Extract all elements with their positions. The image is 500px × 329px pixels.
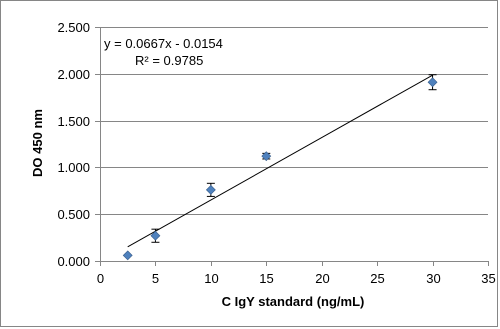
trendline-r-squared: R² = 0.9785 <box>135 53 203 68</box>
x-tick-label-2: 10 <box>204 271 218 286</box>
x-tick-label-0: 0 <box>97 271 104 286</box>
trendline <box>127 74 433 248</box>
y-tick-label-3: 1.500 <box>57 114 90 129</box>
x-tick-label-5: 25 <box>370 271 384 286</box>
data-point-2 <box>205 184 216 195</box>
x-tick-label-1: 5 <box>152 271 159 286</box>
data-point-1 <box>150 230 161 241</box>
y-tick-label-2: 1.000 <box>57 160 90 175</box>
x-axis-title: C IgY standard (ng/mL) <box>222 294 365 309</box>
x-tick-label-4: 20 <box>315 271 329 286</box>
y-axis-title: DO 450 nm <box>30 109 45 177</box>
y-tick-label-5: 2.500 <box>57 20 90 35</box>
data-point-0 <box>122 250 133 261</box>
y-tick-label-1: 0.500 <box>57 207 90 222</box>
data-point-3 <box>261 151 272 162</box>
tick-labels: 0.000 0.500 1.000 1.500 2.000 2.500 0 5 10 15 20 25… <box>57 20 495 286</box>
trendline-equation: y = 0.0667x - 0.0154 <box>104 36 223 51</box>
y-tick-label-4: 2.000 <box>57 67 90 82</box>
gridlines <box>100 27 488 215</box>
data-point-4 <box>427 77 438 88</box>
axes <box>95 27 489 266</box>
y-tick-label-0: 0.000 <box>57 254 90 269</box>
x-tick-label-6: 30 <box>426 271 440 286</box>
trendline-group <box>127 74 433 248</box>
data-points <box>122 74 438 261</box>
x-tick-label-3: 15 <box>259 271 273 286</box>
x-tick-label-7: 35 <box>481 271 495 286</box>
